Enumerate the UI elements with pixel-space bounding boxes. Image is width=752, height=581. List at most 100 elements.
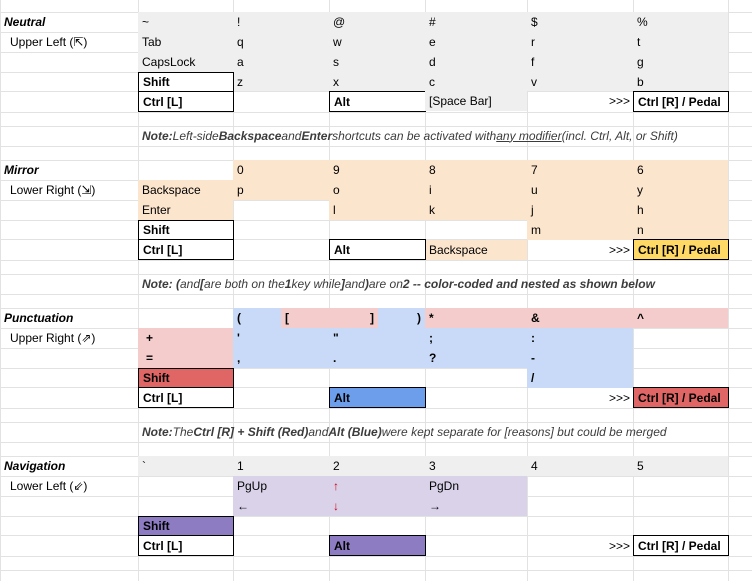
cell-percent[interactable]: %	[637, 15, 648, 29]
mirror-backspace-key[interactable]: Backspace	[429, 243, 488, 257]
cell-l[interactable]: l	[333, 203, 336, 217]
cell-exclamation[interactable]: !	[237, 15, 241, 29]
cell-asterisk[interactable]: *	[429, 311, 434, 325]
cell-plus[interactable]: +	[146, 331, 154, 345]
note-text: and	[180, 276, 201, 291]
cell-n[interactable]: n	[637, 223, 644, 237]
cell-backtick[interactable]: `	[142, 459, 146, 473]
mirror-ctrl-l-key[interactable]: Ctrl [L]	[138, 239, 234, 260]
neutral-space-key[interactable]: [Space Bar]	[425, 91, 527, 111]
cell-pgdn[interactable]: PgDn	[429, 479, 460, 493]
cell-y[interactable]: y	[637, 183, 643, 197]
cell-z[interactable]: z	[237, 75, 243, 89]
cell-dollar[interactable]: $	[531, 15, 538, 29]
punctuation-alt-key[interactable]: Alt	[329, 387, 426, 408]
mirror-fill	[527, 220, 728, 240]
cell-period[interactable]: .	[333, 351, 337, 365]
cell-u[interactable]: u	[531, 183, 538, 197]
cell-backspace[interactable]: Backspace	[142, 183, 201, 197]
cell-g[interactable]: g	[637, 55, 644, 69]
cell-4[interactable]: 4	[531, 459, 538, 473]
neutral-alt-key[interactable]: Alt	[329, 91, 426, 112]
mirror-alt-key[interactable]: Alt	[329, 239, 426, 260]
navigation-ctrl-l-key[interactable]: Ctrl [L]	[138, 535, 234, 556]
cell-capslock[interactable]: CapsLock	[142, 55, 196, 69]
cell-comma[interactable]: ,	[237, 351, 241, 365]
navigation-alt-key[interactable]: Alt	[329, 535, 426, 556]
mirror-shift-key[interactable]: Shift	[138, 220, 234, 240]
cell-open-bracket[interactable]: [	[285, 311, 289, 325]
cell-q[interactable]: q	[237, 35, 244, 49]
gridline	[0, 442, 752, 443]
cell-pgup[interactable]: PgUp	[237, 479, 268, 493]
cell-8[interactable]: 8	[429, 163, 436, 177]
cell-tab[interactable]: Tab	[142, 35, 162, 49]
cell-2[interactable]: 2	[333, 459, 340, 473]
punct-blue-fill	[527, 368, 633, 388]
punctuation-subtitle: Upper Right (⇗)	[10, 331, 96, 345]
cell-hash[interactable]: #	[429, 15, 436, 29]
cell-k[interactable]: k	[429, 203, 435, 217]
neutral-ctrl-r-key[interactable]: Ctrl [R] / Pedal	[633, 91, 729, 112]
note-underline: any modifier	[496, 128, 562, 143]
cell-r[interactable]: r	[531, 35, 535, 49]
navigation-ctrl-r-key[interactable]: Ctrl [R] / Pedal	[633, 535, 729, 556]
cell-enter[interactable]: Enter	[142, 203, 171, 217]
cell-m[interactable]: m	[531, 223, 541, 237]
down-arrow-icon[interactable]: ↓	[333, 499, 339, 513]
neutral-ctrl-l-key[interactable]: Ctrl [L]	[138, 91, 234, 112]
cell-w[interactable]: w	[333, 35, 342, 49]
cell-v[interactable]: v	[531, 75, 537, 89]
up-arrow-icon[interactable]: ↑	[333, 479, 339, 493]
cell-b[interactable]: b	[637, 75, 644, 89]
cell-5[interactable]: 5	[637, 459, 644, 473]
cell-minus[interactable]: -	[531, 351, 535, 365]
cell-7[interactable]: 7	[531, 163, 538, 177]
note-text: were kept separate for [reasons] but cou…	[381, 424, 667, 439]
cell-1[interactable]: 1	[237, 459, 244, 473]
cell-f[interactable]: f	[531, 55, 535, 69]
mirror-ctrl-r-key[interactable]: Ctrl [R] / Pedal	[633, 239, 729, 260]
cell-slash[interactable]: /	[531, 371, 535, 385]
gridline	[0, 570, 752, 571]
punctuation-ctrl-r-key[interactable]: Ctrl [R] / Pedal	[633, 387, 729, 408]
cell-colon[interactable]: :	[531, 331, 535, 345]
cell-at[interactable]: @	[333, 15, 346, 29]
cell-question[interactable]: ?	[429, 351, 437, 365]
cell-close-paren[interactable]: )	[417, 311, 421, 325]
neutral-key-fill	[138, 12, 728, 91]
cell-6[interactable]: 6	[637, 163, 644, 177]
left-arrow-icon[interactable]: ←	[237, 499, 249, 513]
cell-i[interactable]: i	[429, 183, 432, 197]
note-brackets: Note: ( and [ are both on the 1 key whil…	[142, 274, 655, 293]
cell-x[interactable]: x	[333, 75, 339, 89]
cell-caret[interactable]: ^	[637, 311, 645, 325]
cell-o[interactable]: o	[333, 183, 340, 197]
navigation-shift-key[interactable]: Shift	[138, 516, 234, 536]
cell-close-bracket[interactable]: ]	[370, 311, 374, 325]
cell-p[interactable]: p	[237, 183, 244, 197]
cell-equals[interactable]: =	[146, 351, 154, 365]
cell-a[interactable]: a	[237, 55, 244, 69]
cell-apostrophe[interactable]: '	[237, 331, 240, 345]
cell-open-paren[interactable]: (	[237, 311, 241, 325]
cell-ampersand[interactable]: &	[531, 311, 540, 325]
cell-e[interactable]: e	[429, 35, 436, 49]
cell-s[interactable]: s	[333, 55, 339, 69]
neutral-shift-key[interactable]: Shift	[138, 72, 234, 92]
cell-h[interactable]: h	[637, 203, 644, 217]
cell-9[interactable]: 9	[333, 163, 340, 177]
cell-d[interactable]: d	[429, 55, 436, 69]
cell-quote[interactable]: "	[333, 331, 339, 345]
cell-tilde[interactable]: ~	[142, 15, 150, 29]
mirror-title: Mirror	[4, 163, 39, 177]
punctuation-ctrl-l-key[interactable]: Ctrl [L]	[138, 387, 234, 408]
cell-semicolon[interactable]: ;	[429, 331, 433, 345]
cell-0[interactable]: 0	[237, 163, 244, 177]
right-arrow-icon[interactable]: →	[429, 499, 441, 513]
cell-3[interactable]: 3	[429, 459, 436, 473]
punctuation-shift-key[interactable]: Shift	[138, 368, 234, 388]
cell-t[interactable]: t	[637, 35, 641, 49]
cell-c[interactable]: c	[429, 75, 435, 89]
cell-j[interactable]: j	[531, 203, 534, 217]
